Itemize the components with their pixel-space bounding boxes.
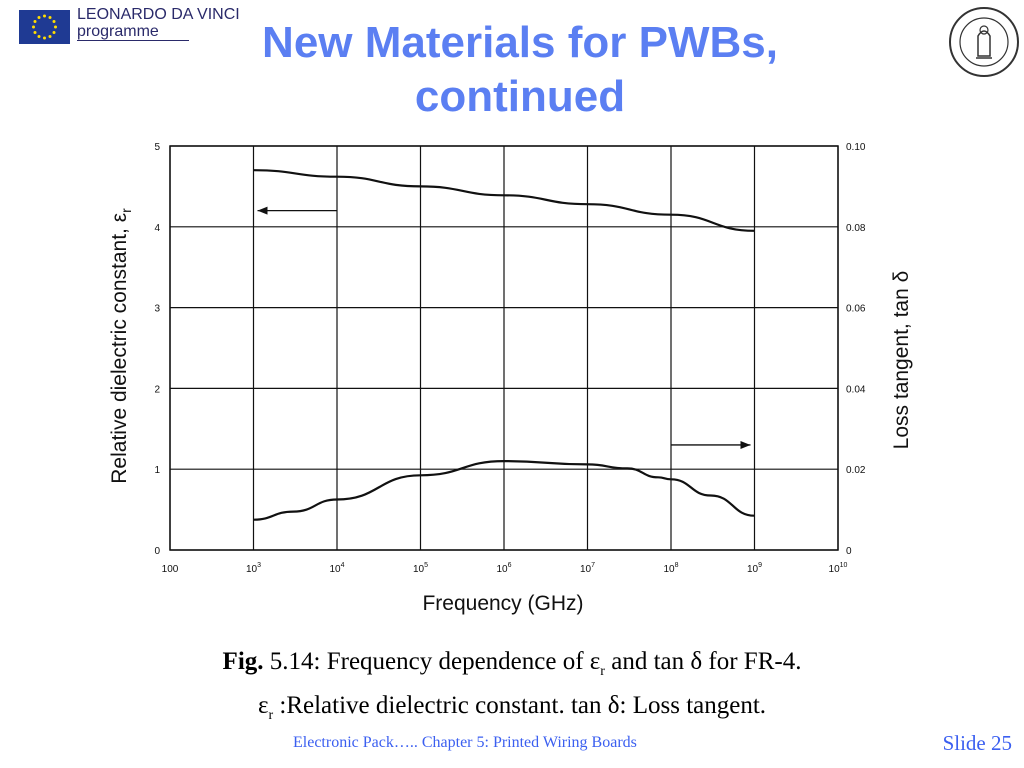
x-tick-label: 1010 <box>829 562 848 575</box>
x-tick-label: 100 <box>162 564 179 575</box>
x-tick-exponent: 3 <box>257 562 261 569</box>
y-right-tick-label: 0.08 <box>846 223 866 234</box>
seal-icon <box>949 7 1019 77</box>
y-right-tick-label: 0.02 <box>846 465 866 476</box>
x-tick-label: 105 <box>413 562 428 575</box>
x-tick-exponent: 9 <box>758 562 762 569</box>
eu-stars-icon <box>32 14 57 40</box>
y-left-tick-label: 0 <box>154 546 160 557</box>
x-tick-exponent: 4 <box>341 562 345 569</box>
y-axis-left-label: Relative dielectric constant, εr <box>108 208 134 484</box>
x-tick-label: 103 <box>246 562 261 575</box>
x-tick-exponent: 7 <box>591 562 595 569</box>
slide-number: Slide 25 <box>942 731 1012 755</box>
figure-caption: Fig. 5.14: Frequency dependence of εr an… <box>0 645 1024 733</box>
y-left-label-main: Relative dielectric constant, ε <box>108 213 131 484</box>
x-tick-label: 107 <box>580 562 595 575</box>
y-left-tick-label: 2 <box>154 384 160 395</box>
y-right-tick-label: 0.04 <box>846 384 866 395</box>
y-left-tick-label: 4 <box>154 223 160 234</box>
eu-flag-logo <box>19 10 70 44</box>
logo-line2: programme <box>77 23 189 41</box>
caption-text-1b: and tan δ for FR-4. <box>604 648 802 675</box>
caption-sub-r: r <box>600 664 605 679</box>
chart-series <box>253 169 755 521</box>
caption-sub-r2: r <box>268 708 274 723</box>
caption-line2: εr :Relative dielectric constant. tan δ:… <box>0 689 1024 733</box>
chart-arrows <box>257 206 751 449</box>
y-left-tick-label: 5 <box>154 142 160 153</box>
y-right-tick-label: 0.06 <box>846 304 866 315</box>
x-tick-exponent: 10 <box>840 562 848 569</box>
x-tick-exponent: 5 <box>424 562 428 569</box>
loss-tangent-line <box>253 459 755 521</box>
title-line1: New Materials for PWBs, <box>262 18 778 67</box>
y-right-tick-label: 0.10 <box>846 142 866 153</box>
university-seal-logo <box>948 6 1020 78</box>
right-axis-arrow-head <box>740 440 751 449</box>
left-axis-arrow-head <box>257 206 268 215</box>
caption-text-2: :Relative dielectric constant. tan δ: Lo… <box>273 692 767 719</box>
x-tick-label: 104 <box>329 562 344 575</box>
dielectric-constant-line <box>253 169 755 232</box>
y-left-tick-label: 1 <box>154 465 160 476</box>
caption-text-1: 5.14: Frequency dependence of ε <box>263 648 601 675</box>
programme-logo-text: LEONARDO DA VINCI programme <box>77 6 240 41</box>
chart-grid <box>169 145 839 551</box>
caption-eps: ε <box>257 692 269 719</box>
footer-text: Electronic Pack….. Chapter 5: Printed Wi… <box>293 734 637 751</box>
y-left-label-subscript: r <box>118 208 134 213</box>
y-right-tick-label: 0 <box>846 546 852 557</box>
x-tick-label: 109 <box>747 562 762 575</box>
x-tick-label: 106 <box>496 562 511 575</box>
title-line2: continued <box>414 72 626 121</box>
x-tick-exponent: 8 <box>675 562 679 569</box>
y-axis-right-label: Loss tangent, tan δ <box>890 271 913 450</box>
page-title: New Materials for PWBs, continued <box>160 16 880 124</box>
caption-line1: Fig. 5.14: Frequency dependence of εr an… <box>0 645 1024 689</box>
x-tick-exponent: 6 <box>508 562 512 569</box>
fig-label: Fig. <box>222 648 264 675</box>
x-axis-label: Frequency (GHz) <box>422 592 583 615</box>
x-tick-label: 108 <box>663 562 678 575</box>
logo-line1: LEONARDO DA VINCI <box>77 6 240 23</box>
y-left-tick-label: 3 <box>154 304 160 315</box>
